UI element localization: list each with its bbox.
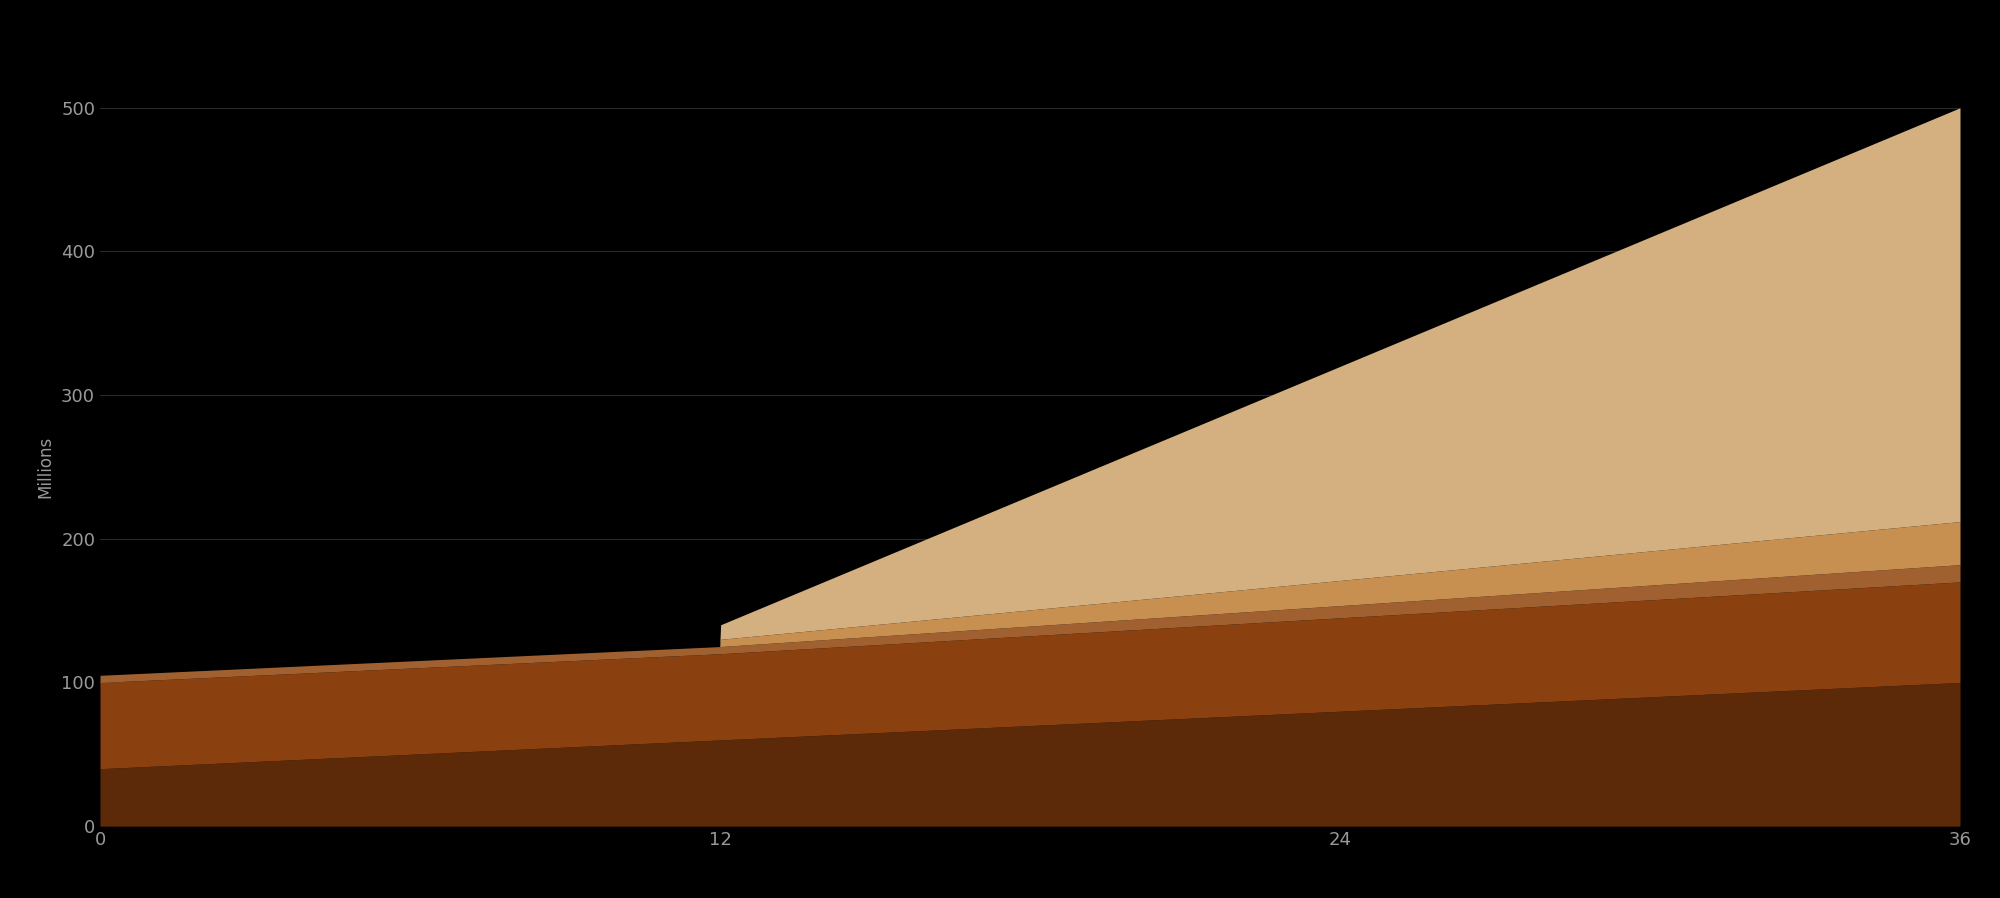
Y-axis label: Millions: Millions bbox=[36, 436, 54, 498]
